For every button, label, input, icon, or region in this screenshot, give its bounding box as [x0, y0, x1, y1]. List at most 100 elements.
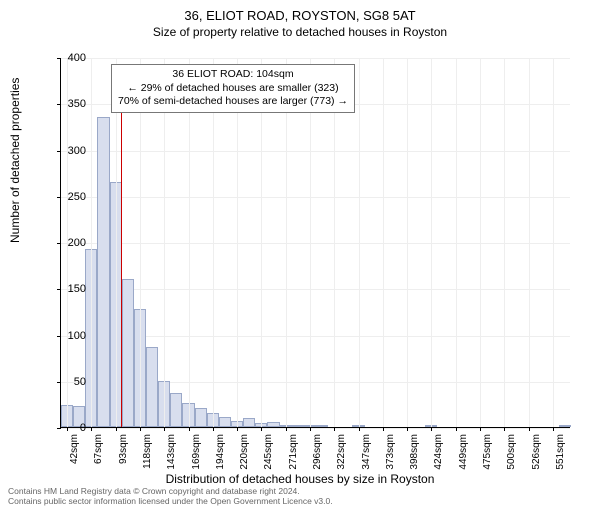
gridline-h — [61, 151, 570, 152]
xtick-label: 194sqm — [215, 434, 226, 470]
xtick-label: 475sqm — [482, 434, 493, 470]
gridline-v — [383, 58, 384, 427]
subtitle: Size of property relative to detached ho… — [0, 25, 600, 39]
ytick-label: 100 — [46, 330, 86, 342]
gridline-v — [334, 58, 335, 427]
gridline-v — [529, 58, 530, 427]
xtick-label: 398sqm — [409, 434, 420, 470]
xtick-mark — [456, 427, 457, 431]
xtick-mark — [407, 427, 408, 431]
ytick-label: 150 — [46, 283, 86, 295]
gridline-v — [213, 58, 214, 427]
xtick-mark — [164, 427, 165, 431]
xtick-mark — [261, 427, 262, 431]
footer-line: Contains HM Land Registry data © Crown c… — [8, 486, 333, 496]
gridline-h — [61, 289, 570, 290]
xtick-label: 322sqm — [336, 434, 347, 470]
histogram-bar — [219, 417, 231, 427]
marker-line — [121, 105, 122, 427]
xtick-label: 42sqm — [69, 434, 80, 464]
histogram-bar — [243, 418, 255, 427]
xtick-label: 271sqm — [288, 434, 299, 470]
xtick-mark — [91, 427, 92, 431]
gridline-v — [91, 58, 92, 427]
gridline-v — [310, 58, 311, 427]
annotation-box: 36 ELIOT ROAD: 104sqm ← 29% of detached … — [111, 64, 355, 113]
xtick-label: 424sqm — [433, 434, 444, 470]
ytick-label: 250 — [46, 191, 86, 203]
gridline-h — [61, 58, 570, 59]
xtick-mark — [189, 427, 190, 431]
gridline-v — [553, 58, 554, 427]
histogram-bar — [146, 347, 158, 427]
gridline-h — [61, 243, 570, 244]
xtick-label: 143sqm — [166, 434, 177, 470]
xtick-label: 67sqm — [93, 434, 104, 464]
xtick-label: 449sqm — [458, 434, 469, 470]
gridline-v — [480, 58, 481, 427]
xtick-label: 169sqm — [191, 434, 202, 470]
annotation-line: 70% of semi-detached houses are larger (… — [118, 95, 348, 109]
xtick-mark — [116, 427, 117, 431]
gridline-v — [164, 58, 165, 427]
histogram-bar — [170, 393, 182, 427]
xtick-label: 551sqm — [555, 434, 566, 470]
histogram-bar — [97, 117, 109, 427]
xtick-label: 373sqm — [385, 434, 396, 470]
xtick-mark — [286, 427, 287, 431]
xtick-mark — [553, 427, 554, 431]
ytick-label: 0 — [46, 422, 86, 434]
xtick-mark — [310, 427, 311, 431]
ytick-label: 300 — [46, 145, 86, 157]
xtick-mark — [237, 427, 238, 431]
xtick-mark — [213, 427, 214, 431]
gridline-v — [359, 58, 360, 427]
xtick-mark — [529, 427, 530, 431]
histogram-bar — [267, 422, 279, 427]
histogram-plot: 36 ELIOT ROAD: 104sqm ← 29% of detached … — [60, 58, 570, 428]
histogram-bar — [292, 425, 304, 427]
xtick-mark — [140, 427, 141, 431]
gridline-v — [286, 58, 287, 427]
histogram-bar — [195, 408, 207, 427]
histogram-bar — [122, 279, 134, 427]
gridline-v — [456, 58, 457, 427]
footer-line: Contains public sector information licen… — [8, 496, 333, 506]
gridline-h — [61, 428, 570, 429]
ytick-label: 200 — [46, 237, 86, 249]
xtick-label: 526sqm — [531, 434, 542, 470]
xtick-mark — [359, 427, 360, 431]
xtick-label: 118sqm — [142, 434, 153, 469]
xtick-label: 245sqm — [263, 434, 274, 470]
xtick-label: 500sqm — [506, 434, 517, 470]
xtick-mark — [334, 427, 335, 431]
gridline-h — [61, 197, 570, 198]
y-axis-label: Number of detached properties — [8, 78, 22, 243]
xtick-label: 93sqm — [118, 434, 129, 464]
footer-attribution: Contains HM Land Registry data © Crown c… — [8, 486, 333, 506]
page-title: 36, ELIOT ROAD, ROYSTON, SG8 5AT — [0, 8, 600, 23]
histogram-bar — [316, 425, 328, 427]
annotation-line: ← 29% of detached houses are smaller (32… — [118, 82, 348, 96]
histogram-bar — [559, 425, 571, 427]
xtick-mark — [431, 427, 432, 431]
gridline-v — [261, 58, 262, 427]
xtick-mark — [480, 427, 481, 431]
gridline-v — [504, 58, 505, 427]
annotation-line: 36 ELIOT ROAD: 104sqm — [118, 68, 348, 82]
gridline-v — [407, 58, 408, 427]
gridline-v — [237, 58, 238, 427]
gridline-v — [116, 58, 117, 427]
xtick-mark — [383, 427, 384, 431]
gridline-v — [189, 58, 190, 427]
gridline-v — [431, 58, 432, 427]
ytick-label: 50 — [46, 376, 86, 388]
x-axis-label: Distribution of detached houses by size … — [0, 472, 600, 486]
xtick-label: 296sqm — [312, 434, 323, 470]
xtick-label: 220sqm — [239, 434, 250, 470]
xtick-label: 347sqm — [361, 434, 372, 470]
gridline-v — [140, 58, 141, 427]
ytick-label: 400 — [46, 52, 86, 64]
xtick-mark — [504, 427, 505, 431]
ytick-label: 350 — [46, 98, 86, 110]
